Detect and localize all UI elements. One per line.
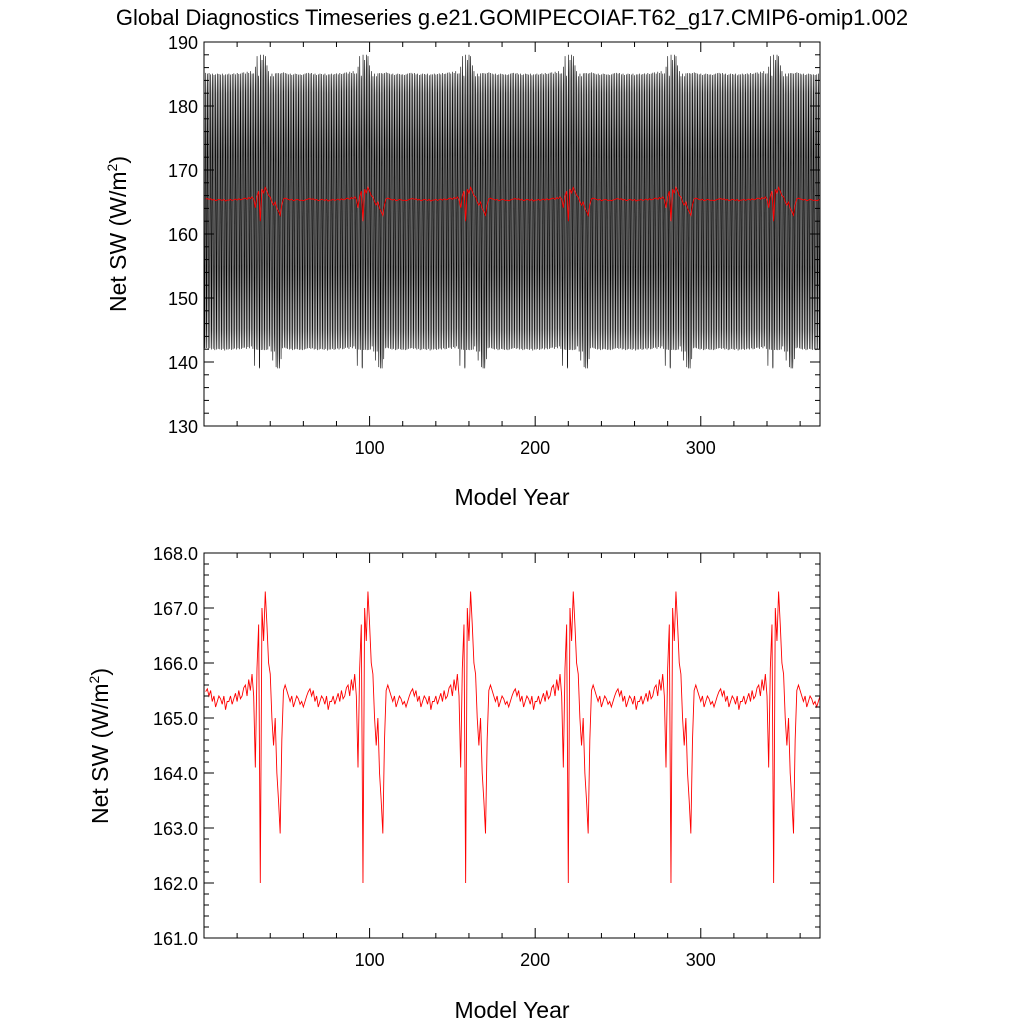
top-y-tick-label: 180	[168, 97, 198, 117]
top-y-tick-label: 170	[168, 161, 198, 181]
top-x-tick-label: 100	[355, 438, 385, 458]
bottom-plot-area: 100 200 300 161.0 162.0 163.0 164.0 165.0 166.0 1…	[153, 544, 821, 970]
bottom-x-axis-label: Model Year	[454, 997, 569, 1023]
top-x-axis-label: Model Year	[454, 484, 569, 510]
bottom-y-axis-label: Net SW (W/m2)	[86, 668, 113, 824]
top-x-tick-label: 300	[686, 438, 716, 458]
bottom-series-annual-mean-line	[205, 591, 820, 884]
top-series-annual-mean-line	[205, 185, 820, 222]
top-y-tick-label: 130	[168, 417, 198, 437]
bottom-y-tick-label: 166.0	[153, 654, 198, 674]
top-y-tick-label: 140	[168, 353, 198, 373]
bottom-y-tick-label: 163.0	[153, 819, 198, 839]
top-chart-panel: 100 200 300 130 140 150 160 170 180 190 Model Yea…	[104, 33, 821, 510]
bottom-x-tick-label: 200	[520, 950, 550, 970]
bottom-y-tick-label: 161.0	[153, 929, 198, 949]
figure-title: Global Diagnostics Timeseries g.e21.GOMI…	[116, 5, 908, 30]
top-y-tick-label: 150	[168, 289, 198, 309]
top-y-tick-label: 190	[168, 33, 198, 53]
bottom-y-tick-label: 167.0	[153, 599, 198, 619]
top-x-tick-label: 200	[520, 438, 550, 458]
bottom-y-tick-label: 162.0	[153, 874, 198, 894]
top-series-monthly-line	[204, 54, 820, 369]
top-y-axis-label: Net SW (W/m2)	[104, 156, 131, 312]
bottom-y-tick-label: 164.0	[153, 764, 198, 784]
bottom-x-tick-label: 300	[686, 950, 716, 970]
bottom-y-tick-label: 168.0	[153, 544, 198, 564]
bottom-plot-frame	[203, 552, 821, 939]
bottom-y-tick-label: 165.0	[153, 709, 198, 729]
top-plot-area: 100 200 300 130 140 150 160 170 180 190	[168, 33, 821, 458]
top-y-tick-label: 160	[168, 225, 198, 245]
bottom-chart-panel: 100 200 300 161.0 162.0 163.0 164.0 165.0 166.0 1…	[86, 544, 821, 1023]
bottom-x-tick-label: 100	[355, 950, 385, 970]
